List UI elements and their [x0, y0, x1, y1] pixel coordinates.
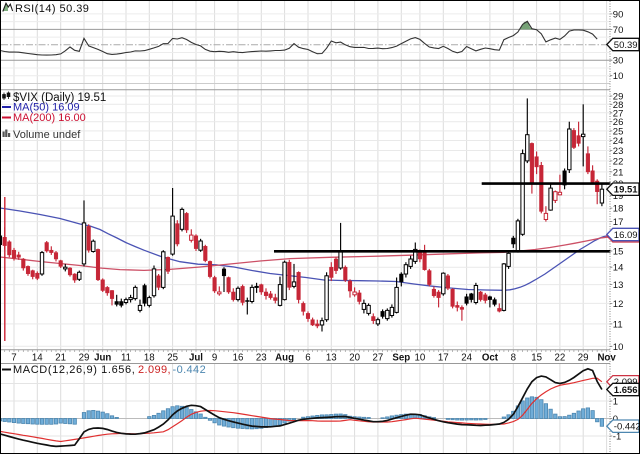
svg-text:24: 24 [461, 353, 472, 364]
svg-text:27: 27 [373, 353, 384, 364]
svg-text:8: 8 [511, 353, 516, 364]
svg-text:16: 16 [233, 353, 244, 364]
svg-text:24: 24 [613, 136, 624, 147]
svg-text:29: 29 [613, 92, 624, 103]
svg-text:23: 23 [613, 146, 624, 157]
svg-text:Jul: Jul [189, 353, 203, 364]
svg-text:19.51: 19.51 [614, 185, 638, 196]
svg-text:7: 7 [11, 353, 16, 364]
svg-text:20: 20 [349, 353, 360, 364]
svg-text:90: 90 [613, 9, 624, 20]
svg-text:-0.442: -0.442 [173, 364, 207, 376]
svg-text:6: 6 [305, 353, 310, 364]
svg-text:10: 10 [415, 353, 426, 364]
svg-text:26: 26 [613, 117, 624, 128]
svg-text:25: 25 [613, 126, 624, 137]
svg-text:13: 13 [613, 280, 624, 291]
svg-text:18: 18 [613, 204, 624, 215]
svg-text:13: 13 [326, 353, 337, 364]
svg-text:1.656: 1.656 [614, 385, 638, 396]
svg-text:-0.442: -0.442 [614, 422, 640, 433]
svg-text:14: 14 [613, 263, 624, 274]
svg-text:19: 19 [613, 191, 624, 202]
svg-text:MA(50) 16.09: MA(50) 16.09 [13, 102, 80, 114]
svg-text:21: 21 [55, 353, 66, 364]
svg-text:-1: -1 [613, 432, 621, 443]
svg-text:Volume undef: Volume undef [13, 129, 81, 141]
svg-text:Sep: Sep [392, 353, 410, 364]
svg-text:23: 23 [256, 353, 267, 364]
svg-text:MA(200) 16.00: MA(200) 16.00 [13, 112, 86, 124]
svg-text:Jun: Jun [94, 353, 111, 364]
svg-text:27: 27 [613, 108, 624, 119]
svg-text:15: 15 [531, 353, 542, 364]
svg-text:11: 11 [613, 319, 623, 330]
svg-text:15: 15 [613, 247, 624, 258]
svg-text:Oct: Oct [482, 353, 499, 364]
svg-text:17: 17 [438, 353, 449, 364]
svg-text:16.09: 16.09 [614, 230, 638, 241]
svg-text:14: 14 [32, 353, 43, 364]
svg-text:28: 28 [613, 100, 624, 111]
svg-text:11: 11 [121, 353, 131, 364]
svg-text:1: 1 [613, 397, 618, 408]
svg-text:10: 10 [613, 71, 624, 82]
svg-text:22: 22 [613, 156, 624, 167]
svg-text:$VIX (Daily) 19.51: $VIX (Daily) 19.51 [13, 92, 106, 104]
svg-text:21: 21 [613, 167, 624, 178]
svg-text:9: 9 [212, 353, 217, 364]
svg-text:29: 29 [578, 353, 589, 364]
svg-text:18: 18 [144, 353, 155, 364]
svg-text:22: 22 [555, 353, 566, 364]
svg-text:17: 17 [613, 217, 624, 228]
svg-text:70: 70 [613, 25, 624, 36]
svg-text:MACD(12,26,9) 1.656,: MACD(12,26,9) 1.656, [13, 364, 135, 376]
svg-text:50.39: 50.39 [614, 40, 638, 51]
svg-text:Aug: Aug [275, 353, 294, 364]
svg-text:RSI(14) 50.39: RSI(14) 50.39 [15, 3, 89, 15]
svg-text:10: 10 [613, 342, 624, 353]
svg-text:12: 12 [613, 299, 624, 310]
svg-text:30: 30 [613, 56, 624, 67]
svg-text:Nov: Nov [597, 353, 616, 364]
svg-text:2.099,: 2.099, [138, 364, 171, 376]
svg-text:29: 29 [79, 353, 90, 364]
svg-text:25: 25 [167, 353, 178, 364]
